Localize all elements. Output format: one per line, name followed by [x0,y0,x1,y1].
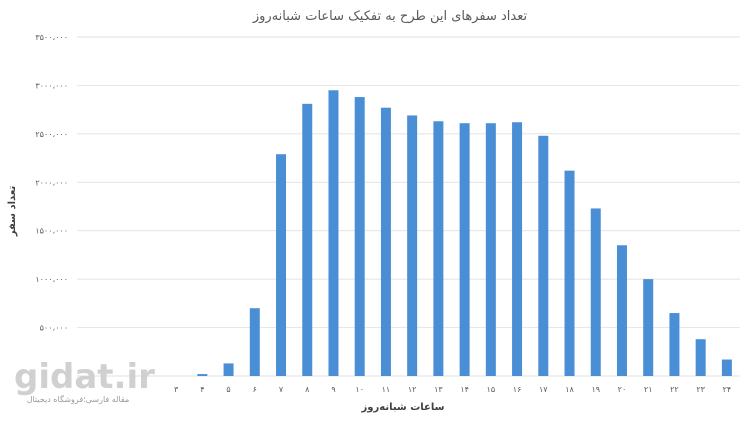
y-tick-label: ۳۵۰۰،۰۰۰ [35,33,68,42]
y-tick-label: ۲۵۰۰،۰۰۰ [35,130,68,139]
bar [433,121,444,376]
bar [721,359,732,376]
x-tick-label: ۲۱ [644,385,653,394]
bar [512,122,523,376]
x-tick-label: ۷ [279,385,284,394]
watermark-logo: gidat.ir مقاله فارسی؛فروشگاه دیجیتال [14,357,155,404]
bar [328,90,339,377]
bar [276,154,287,376]
bar [302,103,313,377]
watermark-text: gidat.ir [14,357,155,397]
x-tick-label: ۸ [305,385,310,394]
bar [459,123,470,377]
x-tick-label: ۱۳ [434,385,443,394]
y-axis-ticks: ۰ ۵۰۰،۰۰۰ ۱۰۰۰،۰۰۰ ۱۵۰۰،۰۰۰ ۲۰۰۰،۰۰۰ ۲۵۰۰،۰۰۰… [35,33,68,381]
bar [354,97,365,377]
x-tick-label: ۱۵ [487,385,496,394]
y-axis-title: تعداد سفر [7,186,18,238]
x-tick-label: ۱۰ [355,385,364,394]
y-tick-label: ۱۵۰۰،۰۰۰ [35,227,68,236]
x-tick-label: ۱۶ [513,385,522,394]
y-tick-label: ۳۰۰۰،۰۰۰ [35,81,68,90]
y-tick-label: ۱۰۰۰،۰۰۰ [35,275,68,284]
bar [643,279,654,376]
bar [538,135,549,376]
x-tick-label: ۲۲ [670,385,679,394]
bar [249,308,260,376]
x-axis-title: ساعات شبانه‌روز [361,402,445,413]
y-tick-label: ۵۰۰،۰۰۰ [40,324,68,333]
x-tick-label: ۳ [174,385,179,394]
x-tick-label: ۲۴ [723,385,732,394]
bar [669,313,680,376]
x-tick-label: ۱۲ [408,385,417,394]
x-tick-label: ۱۱ [382,385,391,394]
x-tick-label: ۱۴ [460,385,469,394]
x-tick-label: ۹ [331,385,335,394]
bar [564,170,575,376]
x-tick-label: ۱۷ [539,385,548,394]
x-tick-label: ۶ [253,385,257,394]
bar [695,339,706,376]
bar [616,245,627,376]
x-axis-ticks: ۳ ۴ ۵ ۶ ۷ ۸ ۹ ۱۰ ۱۱ ۱۲ ۱۳ ۱۴ ۱۵ ۱۶ ۱۷ ۱۸ ۱۹ ۲۰ ۲۱ ۲۲ ۲۳ ۲۴ [174,385,731,394]
chart-title: تعداد سفرهای این طرح به تفکیک ساعات شبان… [252,9,528,24]
x-tick-label: ۴ [200,385,204,394]
bars [197,90,732,377]
bar [197,374,208,376]
x-tick-label: ۵ [226,385,230,394]
y-tick-label: ۲۰۰۰،۰۰۰ [35,178,68,187]
bar [223,363,234,376]
x-tick-label: ۲۰ [618,385,627,394]
bar [407,115,418,376]
x-tick-label: ۱۹ [591,385,600,394]
bar [485,123,496,377]
x-tick-label: ۲۳ [696,385,705,394]
bar [380,107,391,376]
watermark-subtext: مقاله فارسی؛فروشگاه دیجیتال [27,394,130,404]
bar [590,208,601,376]
x-tick-label: ۱۸ [565,385,574,394]
y-tick-label: ۰ [64,372,68,381]
